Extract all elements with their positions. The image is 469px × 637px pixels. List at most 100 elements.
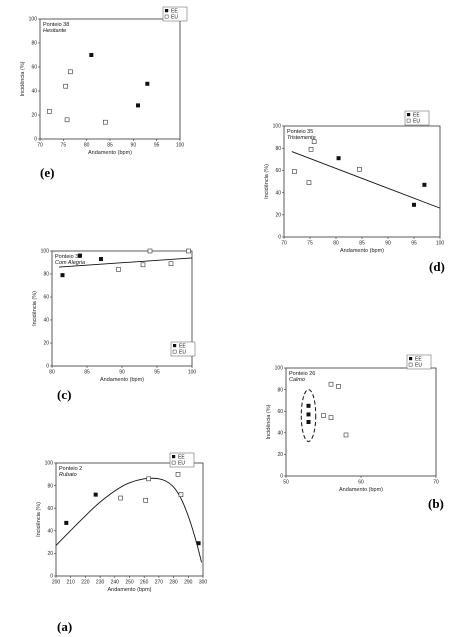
y-tick-label: 40 bbox=[43, 318, 49, 324]
panel-label: (b) bbox=[428, 496, 444, 511]
y-axis-label: Incidência (%) bbox=[20, 61, 26, 96]
legend-marker-eu bbox=[164, 14, 169, 19]
y-tick-label: 60 bbox=[31, 65, 37, 71]
point-eu bbox=[116, 267, 121, 272]
point-eu bbox=[336, 384, 341, 389]
x-tick-label: 290 bbox=[184, 580, 193, 586]
y-tick-label: 40 bbox=[31, 89, 37, 95]
legend-box bbox=[406, 354, 432, 370]
x-tick-label: 75 bbox=[307, 241, 313, 247]
x-tick-label: 230 bbox=[96, 580, 105, 586]
point-eu bbox=[140, 262, 146, 268]
legend-marker-ee bbox=[173, 344, 177, 348]
legend-label-ee: EE bbox=[179, 343, 186, 349]
point-eu bbox=[68, 69, 73, 75]
y-tick-label: 100 bbox=[275, 366, 284, 372]
legend-label-ee: EE bbox=[415, 356, 422, 362]
legend-label-ee: EE bbox=[413, 112, 420, 118]
point-eu bbox=[357, 166, 362, 172]
x-tick-label: 100 bbox=[188, 370, 197, 376]
y-tick-label: 80 bbox=[277, 387, 283, 393]
y-tick-label: 20 bbox=[275, 213, 281, 219]
point-ee bbox=[89, 53, 94, 57]
x-axis-label: Andamento (bpm) bbox=[339, 487, 383, 493]
point-ee bbox=[306, 420, 311, 424]
legend-marker-eu bbox=[172, 349, 177, 354]
x-tick-label: 220 bbox=[81, 580, 90, 586]
x-tick-label: 250 bbox=[125, 580, 134, 586]
panel-label: (e) bbox=[40, 165, 54, 180]
cluster-ellipse bbox=[300, 389, 317, 442]
y-tick-label: 60 bbox=[43, 295, 49, 301]
point-eu bbox=[292, 169, 297, 174]
chart-subtitle: Tristemente bbox=[287, 135, 316, 141]
point-eu bbox=[321, 413, 326, 418]
x-tick-label: 95 bbox=[411, 241, 417, 247]
chart-subtitle: Com Alegria bbox=[55, 260, 85, 266]
point-eu bbox=[147, 248, 153, 254]
point-ee bbox=[196, 541, 201, 546]
x-tick-label: 270 bbox=[155, 580, 164, 586]
point-eu bbox=[168, 261, 174, 266]
legend-box bbox=[162, 6, 188, 22]
legend-label-eu: EU bbox=[179, 349, 186, 355]
x-tick-label: 70 bbox=[433, 480, 439, 486]
x-tick-label: 95 bbox=[154, 143, 160, 149]
legend-label-eu: EU bbox=[415, 362, 422, 368]
point-ee bbox=[422, 182, 427, 187]
point-eu bbox=[186, 248, 191, 254]
chart-title: Ponteio 26 bbox=[289, 371, 315, 377]
point-eu bbox=[343, 432, 349, 438]
y-tick-label: 60 bbox=[47, 506, 53, 512]
point-ee bbox=[60, 273, 65, 278]
chart-title: Ponteio 32 bbox=[55, 254, 81, 260]
chart-subtitle: Rubato bbox=[59, 472, 77, 478]
x-tick-label: 210 bbox=[67, 580, 76, 586]
x-tick-label: 200 bbox=[52, 580, 61, 586]
y-tick-label: 40 bbox=[47, 529, 53, 535]
point-ee bbox=[412, 202, 416, 207]
x-tick-label: 90 bbox=[119, 370, 125, 376]
point-ee bbox=[336, 156, 341, 161]
x-tick-label: 75 bbox=[61, 143, 67, 149]
point-eu bbox=[47, 109, 52, 114]
point-eu bbox=[175, 471, 181, 477]
point-eu bbox=[311, 139, 317, 144]
point-eu bbox=[143, 497, 148, 503]
chart-d: 70 75 80 85 90 95 100 0 20 40 60 80 100 Andamento (bp… bbox=[264, 110, 445, 274]
point-eu bbox=[328, 415, 334, 420]
y-tick-label: 20 bbox=[31, 113, 37, 119]
chart-c: 80 85 90 95 100 0 20 40 60 80 100 Andamento (bpm) In… bbox=[32, 249, 196, 402]
point-ee bbox=[306, 403, 311, 408]
legend-label-eu: EU bbox=[171, 14, 178, 20]
y-tick-label: 40 bbox=[277, 431, 283, 437]
x-tick-label: 300 bbox=[199, 580, 208, 586]
y-tick-label: 60 bbox=[275, 168, 281, 174]
chart-e: 70 75 80 85 90 95 100 0 20 40 60 80 100 Andamento (bp… bbox=[20, 6, 188, 180]
y-axis-label: Incidência (%) bbox=[266, 404, 272, 439]
x-tick-label: 280 bbox=[169, 580, 178, 586]
plot-frame bbox=[39, 18, 181, 140]
point-ee bbox=[136, 103, 140, 108]
panel-label: (c) bbox=[57, 387, 71, 402]
x-tick-label: 60 bbox=[358, 480, 364, 486]
y-tick-label: 100 bbox=[45, 461, 54, 467]
x-tick-label: 240 bbox=[111, 580, 120, 586]
y-tick-label: 0 bbox=[280, 474, 283, 480]
point-eu bbox=[64, 117, 70, 123]
x-tick-label: 90 bbox=[131, 143, 137, 149]
point-eu bbox=[328, 381, 334, 387]
point-eu bbox=[306, 180, 312, 185]
x-axis-label: Andamento (bpm) bbox=[107, 587, 151, 593]
x-axis-label: Andamento (bpm) bbox=[88, 150, 132, 156]
legend-marker-ee bbox=[165, 9, 169, 13]
x-tick-label: 80 bbox=[49, 370, 55, 376]
x-tick-label: 100 bbox=[176, 143, 185, 149]
chart-title: Ponteio 2 bbox=[59, 466, 82, 472]
y-tick-label: 0 bbox=[50, 574, 53, 580]
chart-title: Ponteio 35 bbox=[287, 129, 313, 135]
point-eu bbox=[63, 83, 68, 89]
x-tick-label: 70 bbox=[281, 241, 287, 247]
x-axis-label: Andamento (bpm) bbox=[100, 377, 144, 383]
